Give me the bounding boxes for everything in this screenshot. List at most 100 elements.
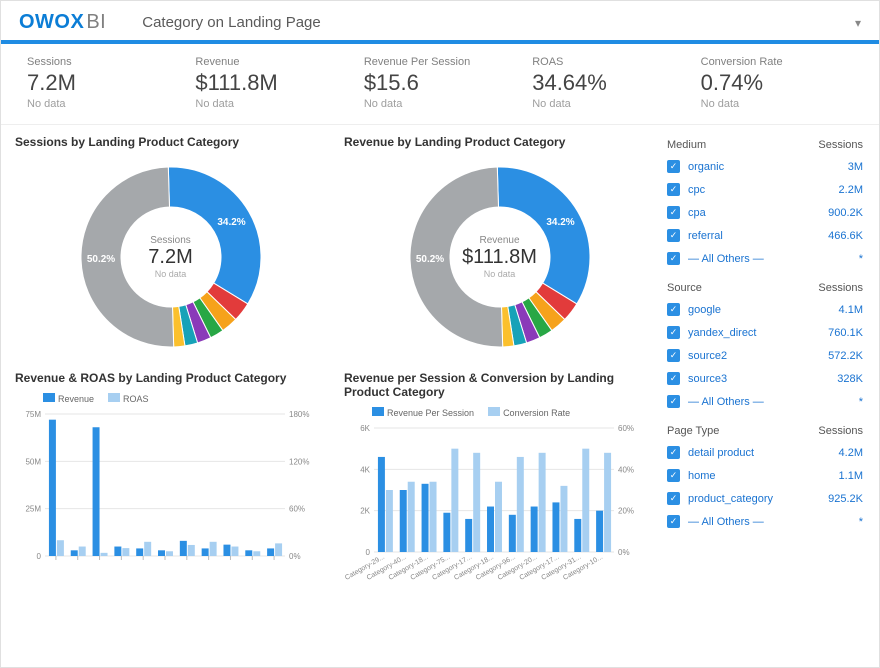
legend-item: Revenue	[43, 393, 94, 404]
checkbox-icon[interactable]: ✓	[667, 492, 680, 505]
bar-secondary[interactable]	[430, 482, 437, 552]
bar-primary[interactable]	[378, 457, 385, 552]
filter-name: detail product	[688, 447, 754, 459]
checkbox-icon[interactable]: ✓	[667, 372, 680, 385]
bar-secondary[interactable]	[517, 457, 524, 552]
checkbox-icon[interactable]: ✓	[667, 206, 680, 219]
bar-secondary[interactable]	[408, 482, 415, 552]
checkbox-icon[interactable]: ✓	[667, 326, 680, 339]
checkbox-icon[interactable]: ✓	[667, 303, 680, 316]
bar-secondary[interactable]	[386, 490, 393, 552]
filter-row[interactable]: ✓cpa900.2K	[665, 201, 865, 224]
filter-row[interactable]: ✓cpc2.2M	[665, 178, 865, 201]
bar-primary[interactable]	[49, 420, 56, 556]
bar-primary[interactable]	[267, 548, 274, 556]
bar-secondary[interactable]	[231, 547, 238, 556]
bar-primary[interactable]	[574, 519, 581, 552]
filter-row[interactable]: ✓ detail product 4.2M	[665, 441, 865, 464]
bar-primary[interactable]	[71, 550, 78, 556]
filter-row[interactable]: ✓product_category925.2K	[665, 487, 865, 510]
svg-text:25M: 25M	[25, 505, 41, 514]
bar-primary[interactable]	[93, 427, 100, 556]
kpi-value: 34.64%	[532, 70, 684, 96]
bar-secondary[interactable]	[451, 449, 458, 552]
donut2-center-value: $111.8M	[462, 246, 537, 269]
bar-secondary[interactable]	[79, 547, 86, 556]
kpi-value: $15.6	[364, 70, 516, 96]
bar-primary[interactable]	[114, 547, 121, 556]
filter-row[interactable]: ✓referral466.6K	[665, 224, 865, 247]
bar-primary[interactable]	[400, 490, 407, 552]
filter-name: — All Others —	[688, 396, 764, 408]
menu-icon[interactable]: ▾	[855, 16, 861, 30]
bar-secondary[interactable]	[582, 449, 589, 552]
checkbox-icon[interactable]: ✓	[667, 229, 680, 242]
bar-secondary[interactable]	[188, 545, 195, 556]
bar-secondary[interactable]	[604, 453, 611, 552]
bar-primary[interactable]	[180, 541, 187, 556]
svg-text:34.2%: 34.2%	[217, 217, 245, 228]
svg-text:34.2%: 34.2%	[546, 217, 574, 228]
bar-primary[interactable]	[223, 545, 230, 556]
filter-row[interactable]: ✓organic3M	[665, 155, 865, 178]
filter-value: 4.2M	[839, 447, 863, 459]
bar-secondary[interactable]	[144, 542, 151, 556]
filter-head: MediumSessions	[665, 135, 865, 155]
bar-secondary[interactable]	[495, 482, 502, 552]
bar-secondary[interactable]	[473, 453, 480, 552]
donut1-title: Sessions by Landing Product Category	[15, 135, 326, 149]
bar-primary[interactable]	[422, 484, 429, 552]
filter-row[interactable]: ✓yandex_direct760.1K	[665, 321, 865, 344]
filter-row[interactable]: ✓— All Others —*	[665, 510, 865, 533]
bar-primary[interactable]	[465, 519, 472, 552]
bar-secondary[interactable]	[101, 553, 108, 556]
donut1-center-sub: No data	[148, 269, 192, 279]
checkbox-icon[interactable]: ✓	[667, 252, 680, 265]
filter-row[interactable]: ✓home1.1M	[665, 464, 865, 487]
bar-primary[interactable]	[158, 550, 165, 556]
filter-name: — All Others —	[688, 516, 764, 528]
bar-primary[interactable]	[202, 548, 209, 556]
filter-name: source2	[688, 350, 727, 362]
bar-primary[interactable]	[531, 507, 538, 552]
filter-row[interactable]: ✓— All Others —*	[665, 247, 865, 270]
filter-name: google	[688, 304, 721, 316]
kpi-sub: No data	[532, 98, 684, 110]
checkbox-icon[interactable]: ✓	[667, 469, 680, 482]
filter-row[interactable]: ✓source3328K	[665, 367, 865, 390]
filter-name: — All Others —	[688, 253, 764, 265]
bar1-legend: RevenueROAS	[43, 393, 326, 404]
left-panel: Sessions by Landing Product Category 34.…	[15, 135, 655, 597]
bar-secondary[interactable]	[210, 542, 217, 556]
kpi-sub: No data	[701, 98, 853, 110]
bar-secondary[interactable]	[122, 548, 129, 556]
bar-secondary[interactable]	[253, 551, 260, 556]
filter-name: referral	[688, 230, 723, 242]
bar-primary[interactable]	[487, 507, 494, 552]
bar-secondary[interactable]	[560, 486, 567, 552]
bar-primary[interactable]	[552, 502, 559, 552]
filter-row[interactable]: ✓ source2 572.2K	[665, 344, 865, 367]
bar-primary[interactable]	[245, 550, 252, 556]
filter-row[interactable]: ✓— All Others —*	[665, 390, 865, 413]
bar-secondary[interactable]	[166, 551, 173, 556]
bar-secondary[interactable]	[275, 543, 282, 556]
bar-primary[interactable]	[509, 515, 516, 552]
bar-primary[interactable]	[443, 513, 450, 552]
svg-text:50.2%: 50.2%	[415, 254, 443, 265]
checkbox-icon[interactable]: ✓	[667, 446, 680, 459]
bar-primary[interactable]	[596, 511, 603, 552]
bar-secondary[interactable]	[539, 453, 546, 552]
checkbox-icon[interactable]: ✓	[667, 395, 680, 408]
filter-row[interactable]: ✓google4.1M	[665, 298, 865, 321]
checkbox-icon[interactable]: ✓	[667, 349, 680, 362]
filter-value: 572.2K	[828, 350, 863, 362]
checkbox-icon[interactable]: ✓	[667, 183, 680, 196]
svg-text:0%: 0%	[618, 548, 630, 557]
checkbox-icon[interactable]: ✓	[667, 160, 680, 173]
bar-secondary[interactable]	[57, 540, 64, 556]
bar-primary[interactable]	[136, 548, 143, 556]
donut-revenue-card: Revenue by Landing Product Category 34.2…	[344, 135, 655, 357]
checkbox-icon[interactable]: ✓	[667, 515, 680, 528]
svg-text:20%: 20%	[618, 507, 634, 516]
